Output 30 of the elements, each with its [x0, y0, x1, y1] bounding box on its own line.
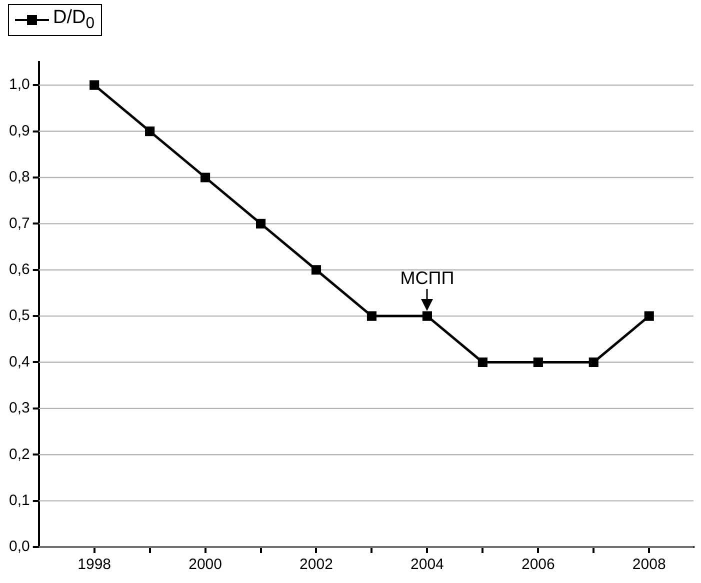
point	[256, 218, 266, 228]
point	[145, 126, 155, 136]
x-tick-label: 2000	[188, 556, 222, 574]
x-tick-label: 2006	[521, 556, 555, 574]
annotation: МСПП	[400, 268, 454, 288]
y-tick-label: 0,1	[8, 492, 30, 509]
point	[366, 311, 377, 321]
y-tick-label: 0,4	[8, 353, 30, 370]
point	[644, 311, 654, 321]
point	[90, 80, 100, 90]
x-tick-label: 2008	[632, 556, 666, 574]
y-tick-label: 0,5	[8, 307, 30, 324]
y-tick-label: 0,0	[8, 538, 30, 556]
point	[588, 357, 598, 368]
y-tick-label: 0,7	[8, 214, 30, 232]
legend-label: D/D$_{0}$	[53, 7, 95, 33]
point	[533, 357, 543, 368]
y-tick-label: 0,9	[8, 122, 30, 140]
y-tick-label: 0,2	[8, 446, 30, 463]
y-tick-label: 1,0	[8, 76, 30, 94]
y-tick-label: 0,3	[8, 400, 30, 417]
x-tick-label: 2004	[410, 556, 444, 574]
point	[311, 265, 322, 275]
x-tick-label: 2002	[300, 556, 333, 574]
point	[422, 311, 432, 321]
y-tick-label: 0,8	[8, 168, 30, 186]
x-tick-label: 1998	[78, 556, 112, 574]
point	[200, 172, 210, 182]
y-tick-label: 0,6	[8, 261, 30, 278]
point	[478, 357, 488, 368]
